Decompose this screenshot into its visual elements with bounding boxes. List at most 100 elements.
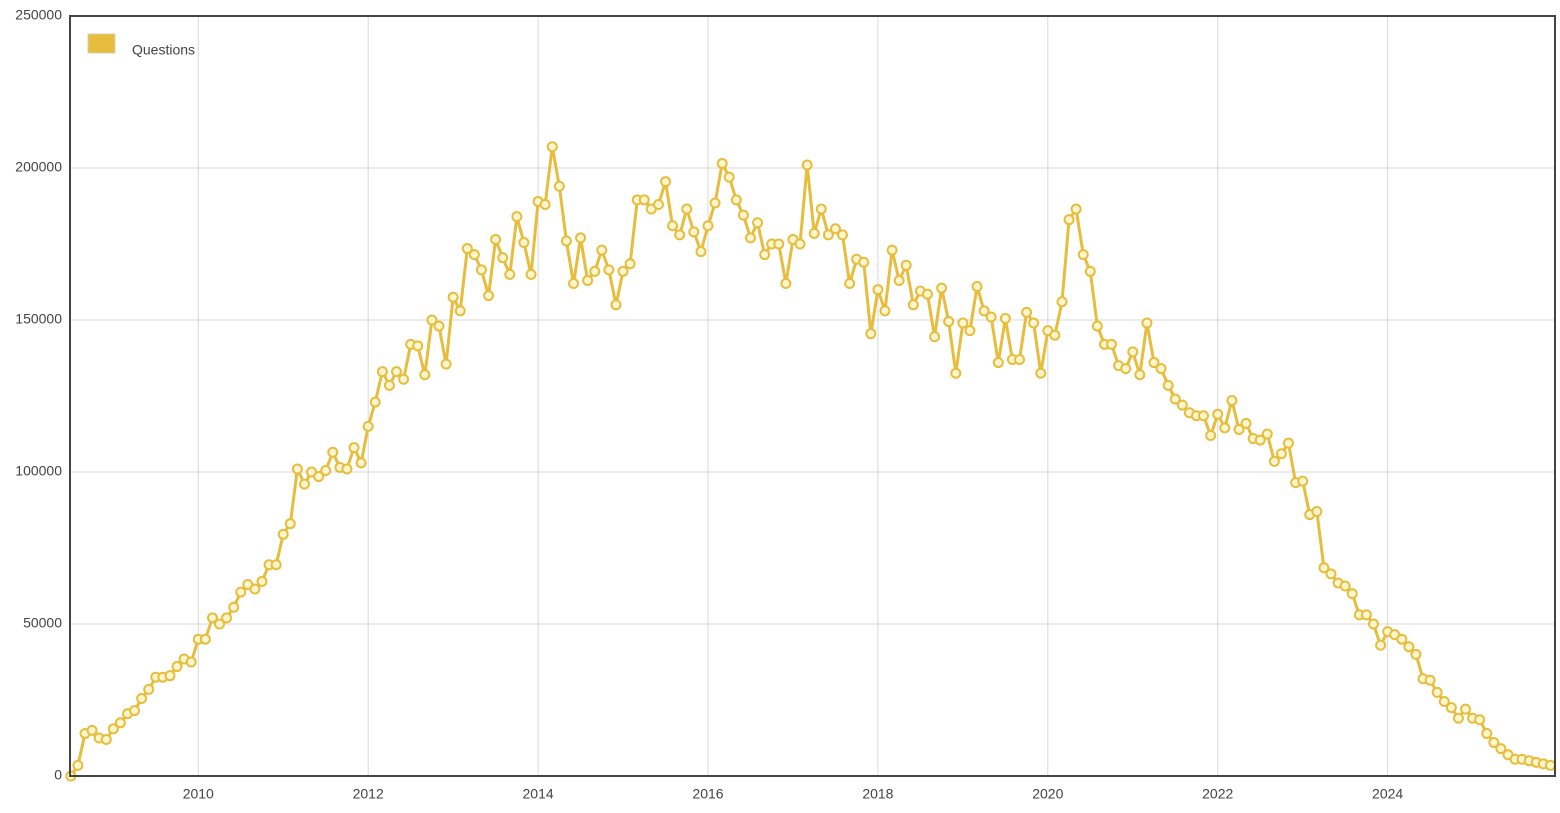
point [376, 366, 388, 378]
point [865, 328, 877, 340]
point [1056, 296, 1068, 308]
point [1318, 562, 1330, 574]
x-tick-label: 2012 [353, 786, 384, 802]
point [1176, 399, 1188, 411]
point [907, 299, 919, 311]
plot [65, 141, 1556, 782]
y-tick-label: 250000 [15, 7, 62, 23]
point [1084, 265, 1096, 277]
point [518, 236, 530, 248]
point [475, 264, 487, 276]
point [780, 278, 792, 290]
point [362, 420, 374, 432]
point [1474, 714, 1486, 726]
point [1226, 395, 1238, 407]
point [1360, 609, 1372, 621]
point [86, 724, 98, 736]
y-tick-label: 100000 [15, 463, 62, 479]
point [964, 325, 976, 337]
point [681, 203, 693, 215]
point [971, 281, 983, 293]
point [744, 232, 756, 244]
point [1077, 249, 1089, 261]
point [929, 331, 941, 343]
point [390, 366, 402, 378]
point [1049, 329, 1061, 341]
point [546, 141, 558, 153]
point [858, 256, 870, 268]
point [1297, 475, 1309, 487]
point [412, 340, 424, 352]
point [1424, 674, 1436, 686]
point [468, 249, 480, 261]
point [100, 734, 112, 746]
point [1063, 214, 1075, 226]
point [1120, 363, 1132, 375]
point [235, 586, 247, 598]
legend-label: Questions [132, 42, 195, 58]
point [1261, 428, 1273, 440]
point [398, 373, 410, 385]
point [490, 233, 502, 245]
point [1148, 357, 1160, 369]
point [539, 198, 551, 210]
point [759, 249, 771, 261]
point [1141, 317, 1153, 329]
point [313, 471, 325, 483]
point [1028, 317, 1040, 329]
x-tick-label: 2014 [523, 786, 554, 802]
point [999, 312, 1011, 324]
point [1438, 696, 1450, 708]
point [291, 463, 303, 475]
point [1169, 393, 1181, 405]
point [1070, 203, 1082, 215]
point [872, 284, 884, 296]
point [1488, 737, 1500, 749]
point [1021, 306, 1033, 318]
point [1212, 408, 1224, 420]
plot-frame [69, 15, 1556, 777]
point [221, 612, 233, 624]
point [624, 258, 636, 270]
point [1431, 686, 1443, 698]
point [256, 575, 268, 587]
point [709, 197, 721, 209]
point [136, 692, 148, 704]
point [114, 717, 126, 729]
x-tick-label: 2010 [183, 786, 214, 802]
point [589, 265, 601, 277]
point [1460, 703, 1472, 715]
point [72, 759, 84, 771]
point [553, 180, 565, 192]
point [730, 194, 742, 206]
point [1035, 367, 1047, 379]
point [900, 259, 912, 271]
point [1127, 346, 1139, 358]
point [1495, 743, 1507, 755]
point [950, 367, 962, 379]
point [702, 220, 714, 232]
point [582, 274, 594, 286]
point [808, 227, 820, 239]
point [568, 278, 580, 290]
point [461, 243, 473, 255]
point [638, 194, 650, 206]
point [794, 238, 806, 250]
point [1198, 410, 1210, 422]
point [1544, 759, 1556, 771]
y-tick-label: 50000 [23, 615, 62, 631]
point [815, 203, 827, 215]
point [1339, 580, 1351, 592]
point [603, 264, 615, 276]
point [525, 268, 537, 280]
point [1282, 437, 1294, 449]
x-tick-label: 2024 [1372, 786, 1403, 802]
point [829, 223, 841, 235]
x-tick-label: 2018 [862, 786, 893, 802]
point [426, 314, 438, 326]
point [1403, 641, 1415, 653]
point [1367, 618, 1379, 630]
point [164, 670, 176, 682]
y-tick-label: 0 [54, 767, 62, 783]
point [504, 268, 516, 280]
